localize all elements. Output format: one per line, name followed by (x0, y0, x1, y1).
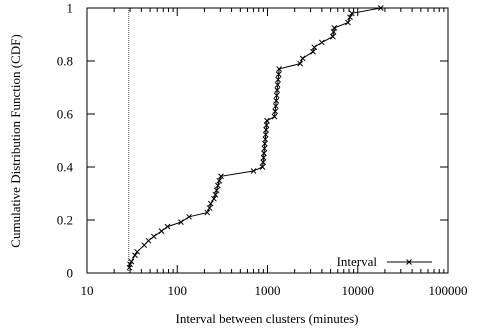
x-axis-title: Interval between clusters (minutes) (175, 311, 358, 326)
x-tick-label: 100000 (429, 283, 468, 298)
data-point-marker (178, 219, 184, 225)
data-point-marker (261, 150, 267, 157)
data-point-marker (264, 117, 270, 124)
data-point-marker (347, 14, 353, 21)
x-tick-label: 10 (81, 283, 94, 298)
data-point-marker (141, 242, 148, 249)
data-point-marker (261, 145, 268, 152)
y-tick-label: 0.6 (57, 107, 74, 122)
data-point-marker (348, 10, 355, 17)
y-tick-label: 0.8 (57, 54, 73, 69)
data-point-marker (272, 103, 279, 109)
y-tick-label: 1 (67, 1, 74, 16)
data-point-marker (211, 195, 217, 202)
data-point-marker (128, 258, 135, 265)
data-point-marker (262, 136, 269, 143)
data-point-marker (263, 127, 269, 133)
data-point-marker (145, 237, 152, 244)
data-point-marker (215, 182, 221, 189)
data-point-marker (186, 213, 192, 220)
data-point-marker (330, 33, 336, 40)
data-point-marker (299, 55, 306, 62)
data-point-marker (260, 159, 267, 166)
data-point-marker (310, 48, 316, 55)
data-point-marker (345, 19, 351, 26)
data-point-marker (331, 25, 338, 31)
y-axis-title: Cumulative Distribution Function (CDF) (8, 34, 23, 247)
plot-frame (86, 7, 449, 274)
data-point-marker (213, 187, 220, 194)
data-point-marker (318, 39, 325, 46)
data-point-marker (273, 92, 280, 99)
data-point-marker (275, 76, 281, 83)
y-tick-label: 0 (67, 266, 74, 281)
data-point-marker (158, 228, 165, 234)
legend: Interval (337, 254, 432, 269)
data-point-marker (218, 173, 224, 180)
data-point-marker (262, 131, 269, 138)
data-point-marker (274, 87, 281, 94)
x-tick-label: 100 (168, 283, 188, 298)
series-line-interval (128, 7, 381, 268)
data-point-marker (262, 140, 268, 147)
data-point-marker (212, 191, 219, 198)
data-point-marker (150, 233, 157, 240)
data-point-marker (204, 209, 211, 216)
data-point-marker (206, 205, 213, 211)
data-point-marker (273, 97, 280, 104)
data-point-marker (272, 108, 278, 115)
data-point-marker (271, 113, 278, 120)
data-point-marker (132, 252, 138, 259)
y-tick-label: 0.4 (57, 160, 74, 175)
data-point-marker (216, 177, 223, 184)
data-point-marker (274, 81, 281, 88)
data-point-marker (311, 44, 318, 51)
y-tick-label: 0.2 (57, 213, 73, 228)
data-point-marker (259, 164, 266, 170)
data-point-marker (297, 60, 303, 67)
data-point-marker (164, 223, 171, 230)
data-point-marker (207, 200, 214, 207)
data-point-marker (377, 5, 384, 11)
data-point-marker (263, 122, 270, 128)
data-point-marker (250, 168, 257, 174)
legend-label-interval: Interval (337, 254, 378, 269)
data-point-marker (275, 71, 282, 78)
legend-marker-sample (406, 259, 412, 265)
data-point-marker (276, 66, 282, 72)
data-point-marker (260, 154, 267, 161)
x-tick-label: 1000 (255, 283, 281, 298)
data-point-marker (134, 248, 141, 255)
x-tick-label: 10000 (342, 283, 375, 298)
